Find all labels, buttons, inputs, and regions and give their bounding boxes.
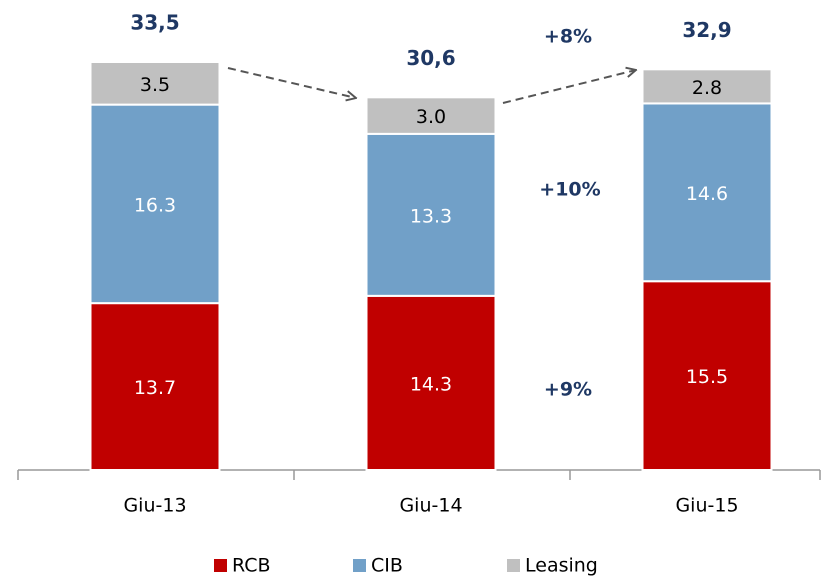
value-label: 16.3 — [134, 194, 176, 216]
legend-swatch — [507, 559, 520, 572]
legend-swatch — [353, 559, 366, 572]
bar-segment — [89, 103, 221, 305]
x-tick-label: Giu-14 — [399, 495, 462, 517]
value-label: 3.0 — [416, 106, 446, 128]
legend-label: CIB — [371, 555, 403, 577]
legend-label: Leasing — [525, 555, 598, 577]
bar-segment — [641, 280, 773, 471]
legend-swatch — [214, 559, 227, 572]
arrow — [227, 67, 356, 98]
x-tick-label: Giu-15 — [675, 495, 738, 517]
legend-label: RCB — [232, 555, 271, 577]
bar-segment — [641, 68, 773, 105]
arrow — [502, 70, 636, 104]
bar-segment — [365, 96, 497, 135]
bar-segment — [641, 102, 773, 283]
annotation: +9% — [544, 379, 592, 401]
total-label: 33,5 — [130, 11, 179, 35]
value-label: 13.3 — [410, 205, 452, 227]
bar-segment — [89, 302, 221, 471]
x-tick-label: Giu-13 — [123, 495, 186, 517]
value-label: 14.6 — [686, 183, 728, 205]
total-label: 32,9 — [682, 18, 731, 42]
value-label: 15.5 — [686, 366, 728, 388]
value-label: 14.3 — [410, 373, 452, 395]
value-label: 3.5 — [140, 74, 170, 96]
value-label: 13.7 — [134, 377, 176, 399]
annotation: +10% — [539, 179, 600, 201]
total-label: 30,6 — [406, 46, 455, 70]
value-label: 2.8 — [692, 77, 722, 99]
annotation: +8% — [544, 26, 592, 48]
bar-segment — [89, 61, 221, 106]
